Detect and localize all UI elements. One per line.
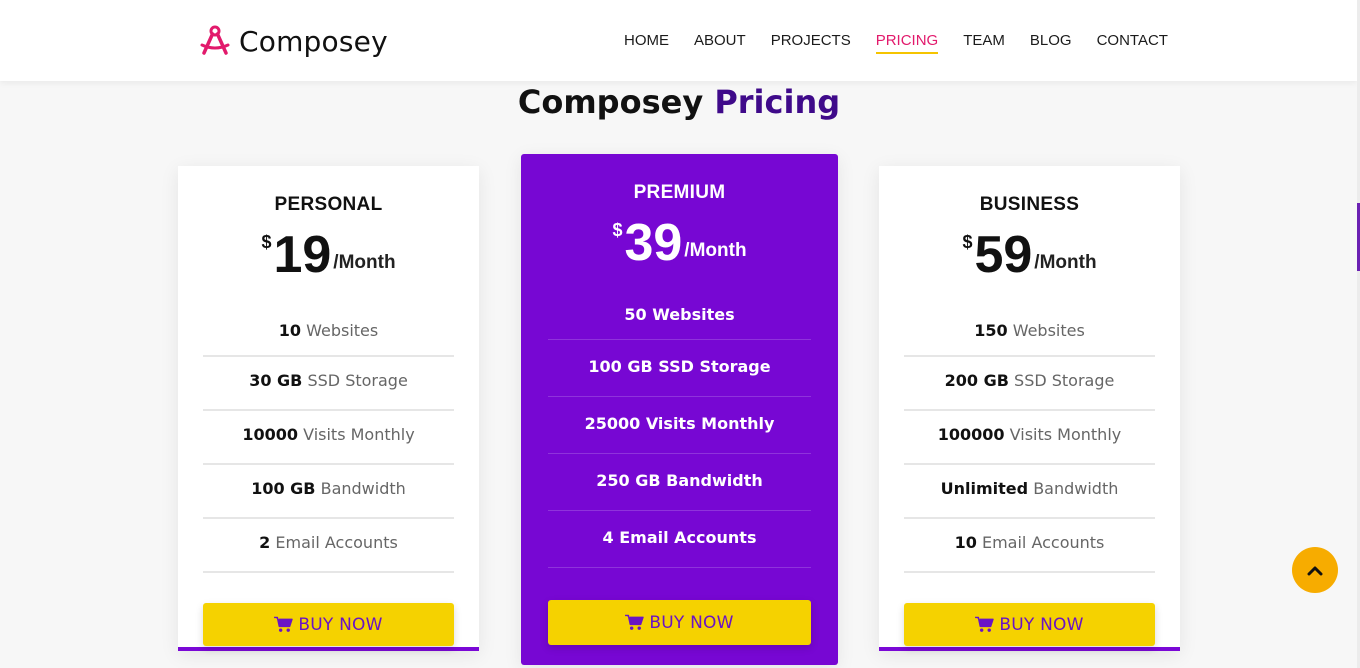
main-nav: HOME ABOUT PROJECTS PRICING TEAM BLOG CO… <box>624 31 1168 54</box>
nav-item-about[interactable]: ABOUT <box>694 32 746 49</box>
feature-item: 100 GB Bandwidth <box>203 465 454 519</box>
price-period: /Month <box>333 252 396 273</box>
feature-item: 25000 Visits Monthly <box>548 397 811 454</box>
nav-item-team[interactable]: TEAM <box>963 32 1005 49</box>
feature-item: 10000 Visits Monthly <box>203 411 454 465</box>
pricing-card-business: BUSINESS $ 59 /Month 150 Websites 200 GB… <box>879 166 1180 651</box>
brand-name: Composey <box>239 24 388 58</box>
feature-item: 100 GB SSD Storage <box>548 340 811 397</box>
price-currency: $ <box>261 232 272 252</box>
price-amount: 59 <box>974 226 1033 284</box>
feature-item: 10 Email Accounts <box>904 519 1155 573</box>
price-currency: $ <box>612 220 623 240</box>
pricing-card-premium: PREMIUM $ 39 /Month 50 Websites 100 GB S… <box>521 154 838 665</box>
feature-item: 100000 Visits Monthly <box>904 411 1155 465</box>
price-period: /Month <box>684 240 747 261</box>
buy-now-button-premium[interactable]: BUY NOW <box>548 600 811 645</box>
buy-now-button-personal[interactable]: BUY NOW <box>203 603 454 646</box>
feature-list: 50 Websites 100 GB SSD Storage 25000 Vis… <box>548 295 811 568</box>
feature-item: 200 GB SSD Storage <box>904 357 1155 411</box>
price: $ 59 /Month <box>879 226 1180 288</box>
feature-item: 50 Websites <box>548 295 811 340</box>
nav-item-contact[interactable]: CONTACT <box>1096 32 1168 49</box>
feature-item: 4 Email Accounts <box>548 511 811 568</box>
feature-list: 10 Websites 30 GB SSD Storage 10000 Visi… <box>203 311 454 573</box>
compass-logo-icon <box>200 25 230 55</box>
chevron-up-icon <box>1307 566 1323 575</box>
feature-item: Unlimited Bandwidth <box>904 465 1155 519</box>
nav-item-home[interactable]: HOME <box>624 32 669 49</box>
plan-name: PREMIUM <box>633 182 726 203</box>
section-title: Composey Pricing <box>0 82 1358 122</box>
section-title-accent: Pricing <box>714 83 841 121</box>
nav-item-pricing[interactable]: PRICING <box>875 32 939 54</box>
price: $ 39 /Month <box>521 214 838 276</box>
back-to-top-button[interactable] <box>1292 547 1338 593</box>
shopping-cart-icon <box>274 616 294 632</box>
nav-item-projects[interactable]: PROJECTS <box>770 32 851 49</box>
shopping-cart-icon <box>625 614 645 630</box>
price-amount: 19 <box>273 226 332 284</box>
feature-item: 10 Websites <box>203 311 454 357</box>
buy-now-label: BUY NOW <box>999 614 1084 635</box>
buy-now-label: BUY NOW <box>649 612 734 633</box>
price-amount: 39 <box>624 214 683 272</box>
nav-item-blog[interactable]: BLOG <box>1029 32 1072 49</box>
price: $ 19 /Month <box>178 226 479 288</box>
pricing-card-personal: PERSONAL $ 19 /Month 10 Websites 30 GB S… <box>178 166 479 651</box>
shopping-cart-icon <box>975 616 995 632</box>
feature-item: 150 Websites <box>904 311 1155 357</box>
feature-item: 250 GB Bandwidth <box>548 454 811 511</box>
section-title-prefix: Composey <box>517 83 704 121</box>
price-currency: $ <box>962 232 973 252</box>
brand-logo-link[interactable]: Composey <box>199 22 388 60</box>
feature-item: 30 GB SSD Storage <box>203 357 454 411</box>
feature-item: 2 Email Accounts <box>203 519 454 573</box>
plan-name: BUSINESS <box>979 194 1080 215</box>
scrollbar-thumb[interactable] <box>1357 203 1360 271</box>
price-period: /Month <box>1034 252 1097 273</box>
buy-now-button-business[interactable]: BUY NOW <box>904 603 1155 646</box>
plan-name: PERSONAL <box>274 194 383 215</box>
page-scrollbar[interactable] <box>1357 0 1360 668</box>
feature-list: 150 Websites 200 GB SSD Storage 100000 V… <box>904 311 1155 573</box>
buy-now-label: BUY NOW <box>298 614 383 635</box>
site-header: Composey HOME ABOUT PROJECTS PRICING TEA… <box>0 0 1357 81</box>
